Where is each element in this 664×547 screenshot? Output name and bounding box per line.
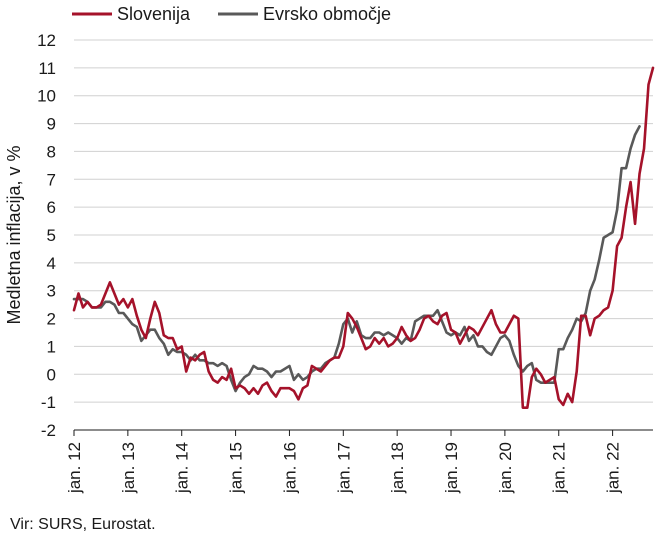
x-tick-label: jan. 18 <box>388 442 407 494</box>
y-tick-label: 2 <box>47 310 56 329</box>
series-line-evrsko-obmocje <box>72 125 641 393</box>
y-tick-label: 1 <box>47 337 56 356</box>
x-tick-label: jan. 22 <box>604 442 623 494</box>
y-tick-label: 0 <box>47 365 56 384</box>
legend-label-slovenija: Slovenija <box>117 4 191 24</box>
x-tick-label: jan. 21 <box>550 442 569 494</box>
y-tick-label: -1 <box>41 393 56 412</box>
y-tick-label: 12 <box>37 31 56 50</box>
x-axis-ticks: jan. 12 jan. 13 jan. 14 jan. 15 jan. 16 jan. … <box>65 430 623 494</box>
series-lines <box>72 66 655 410</box>
gridlines <box>74 39 653 403</box>
source-note: Vir: SURS, Eurostat. <box>10 516 156 533</box>
x-tick-label: jan. 16 <box>280 442 299 494</box>
x-tick-label: jan. 20 <box>496 442 515 494</box>
y-axis-title: Medletna inflacija, v % <box>4 145 24 324</box>
x-tick-label: jan. 15 <box>227 442 246 494</box>
legend-label-evrsko-obmocje: Evrsko območje <box>263 4 391 24</box>
x-tick-label: jan. 12 <box>65 442 84 494</box>
x-tick-label: jan. 13 <box>119 442 138 494</box>
y-tick-label: 4 <box>47 254 56 273</box>
y-tick-label: 5 <box>47 226 56 245</box>
y-tick-label: 8 <box>47 142 56 161</box>
y-tick-label: 3 <box>47 282 56 301</box>
y-tick-label: 6 <box>47 198 56 217</box>
y-tick-label: -2 <box>41 421 56 440</box>
x-tick-label: jan. 14 <box>173 442 192 494</box>
x-tick-label: jan. 17 <box>334 442 353 494</box>
y-tick-label: 11 <box>38 59 56 78</box>
legend: Slovenija Evrsko območje <box>72 4 391 24</box>
y-tick-label: 9 <box>47 115 56 134</box>
x-tick-label: jan. 19 <box>442 442 461 494</box>
y-tick-label: 7 <box>47 170 56 189</box>
series-line-slovenija <box>72 66 655 410</box>
y-tick-label: 10 <box>37 87 56 106</box>
